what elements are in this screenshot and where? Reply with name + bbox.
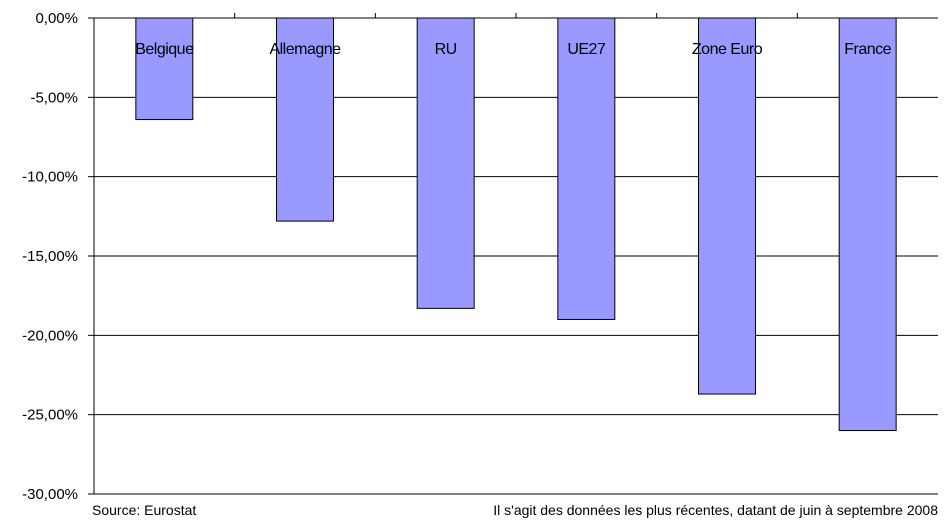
y-tick-label: 0,00% xyxy=(35,10,78,27)
grid-lines xyxy=(94,96,938,495)
bar-zone-euro xyxy=(698,17,756,395)
category-label: France xyxy=(844,41,891,58)
y-tick-label: -20,00% xyxy=(22,327,78,344)
category-label: Belgique xyxy=(135,41,194,58)
bars xyxy=(135,17,897,432)
y-tick-label: -15,00% xyxy=(22,248,78,265)
category-label: RU xyxy=(435,41,457,58)
y-tick-label: -25,00% xyxy=(22,407,78,424)
y-tick-label: -10,00% xyxy=(22,169,78,186)
y-tick-label: -5,00% xyxy=(30,89,78,106)
y-tick-label: -30,00% xyxy=(22,486,78,503)
bar-ue27 xyxy=(557,17,616,320)
bar-allemagne xyxy=(276,17,334,222)
category-label: Zone Euro xyxy=(692,41,763,58)
bar-ru xyxy=(416,17,475,309)
bar-belgique xyxy=(135,17,194,121)
data-period-note: Il s'agit des données les plus récentes,… xyxy=(493,502,938,518)
bar-france xyxy=(838,17,897,432)
source-note: Source: Eurostat xyxy=(92,502,196,518)
category-labels: Belgique Allemagne RU UE27 Zone Euro France xyxy=(135,41,892,58)
y-tick-labels: 0,00% -5,00% -10,00% -15,00% -20,00% -25,00% -… xyxy=(22,10,78,503)
category-label: UE27 xyxy=(567,41,606,58)
category-label: Allemagne xyxy=(269,41,341,58)
axes xyxy=(88,13,938,495)
